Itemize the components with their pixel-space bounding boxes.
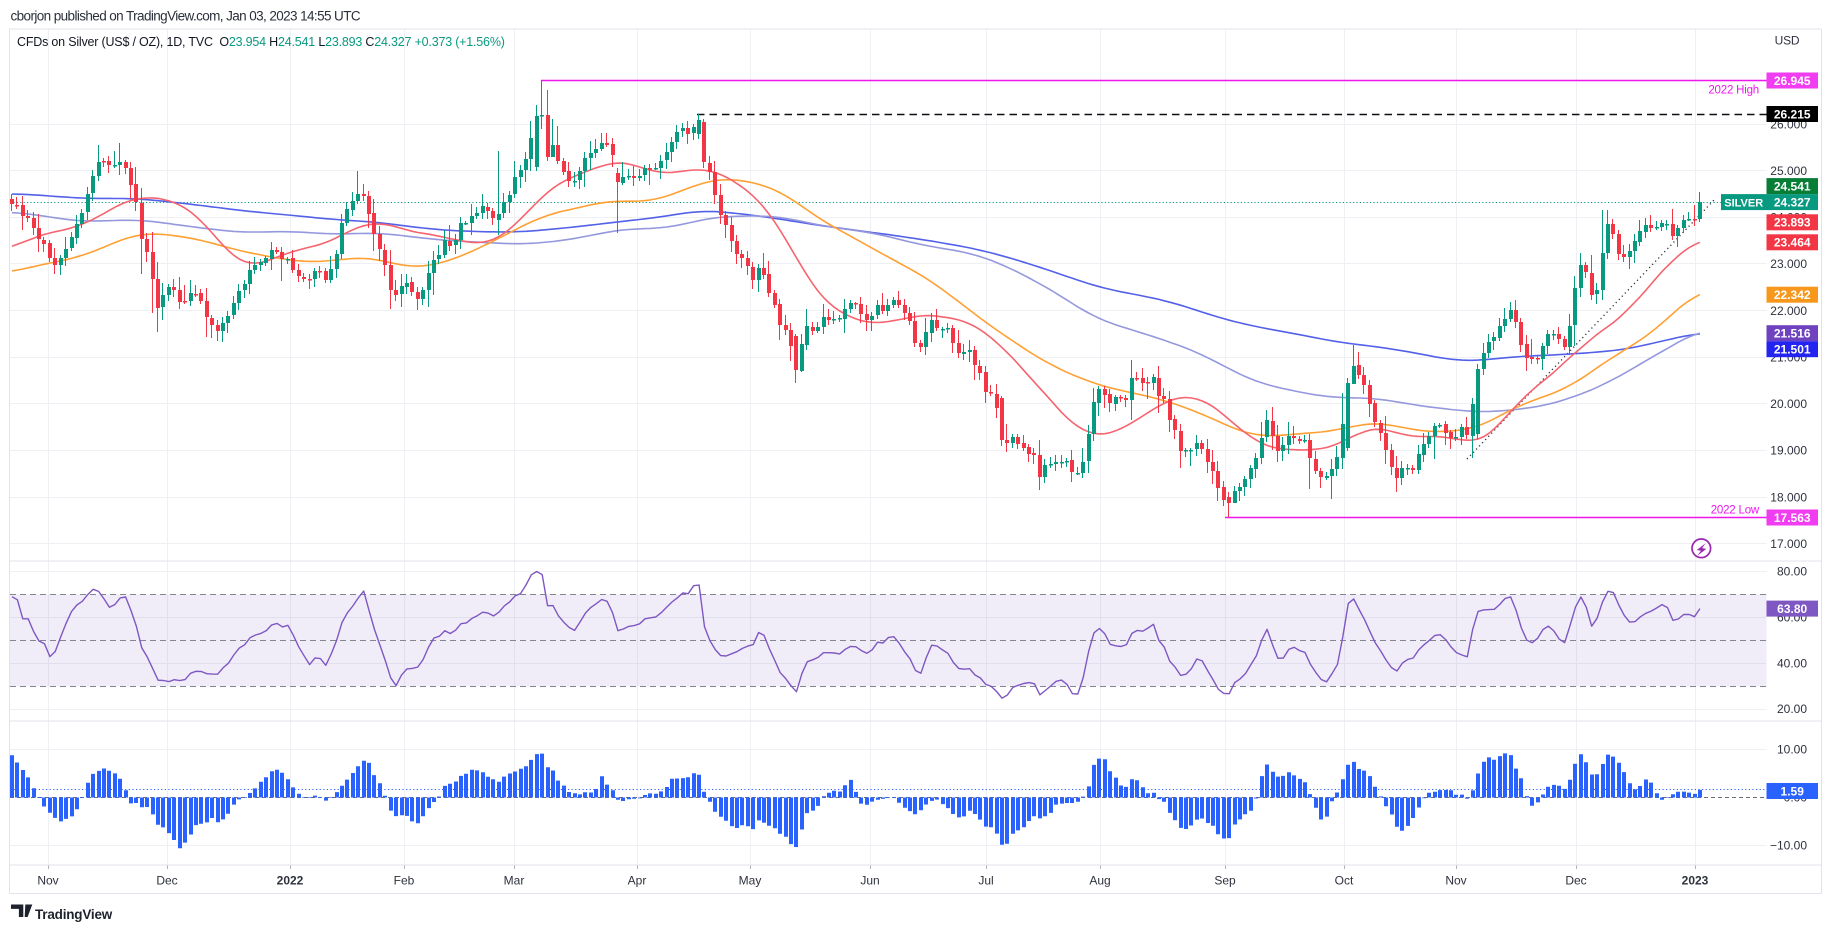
svg-text:10.00: 10.00	[1777, 743, 1807, 757]
svg-text:Apr: Apr	[628, 874, 647, 888]
svg-text:Jul: Jul	[978, 874, 993, 888]
svg-text:2022 High: 2022 High	[1708, 85, 1759, 97]
svg-text:26.215: 26.215	[1774, 107, 1811, 121]
svg-text:23.464: 23.464	[1774, 236, 1811, 250]
svg-text:2023: 2023	[1682, 874, 1709, 888]
svg-text:26.945: 26.945	[1774, 74, 1811, 88]
svg-text:Sep: Sep	[1214, 874, 1236, 888]
svg-text:21.501: 21.501	[1774, 343, 1811, 357]
svg-text:80.00: 80.00	[1777, 565, 1807, 579]
svg-text:17.000: 17.000	[1770, 537, 1807, 551]
svg-text:19.000: 19.000	[1770, 444, 1807, 458]
svg-text:TradingView: TradingView	[35, 907, 113, 922]
svg-text:23.000: 23.000	[1770, 257, 1807, 271]
svg-text:CFDs on Silver (US$ / OZ), 1D,: CFDs on Silver (US$ / OZ), 1D, TVC O23.9…	[17, 35, 505, 49]
svg-text:USD: USD	[1775, 34, 1800, 48]
svg-text:Dec: Dec	[156, 874, 177, 888]
svg-text:63.80: 63.80	[1777, 602, 1807, 616]
svg-text:2022 Low: 2022 Low	[1711, 505, 1760, 517]
svg-text:23.893: 23.893	[1774, 216, 1811, 230]
svg-text:Jun: Jun	[860, 874, 879, 888]
svg-text:40.00: 40.00	[1777, 656, 1807, 670]
svg-text:Nov: Nov	[1445, 874, 1466, 888]
svg-text:Oct: Oct	[1335, 874, 1354, 888]
svg-text:2022: 2022	[277, 874, 304, 888]
svg-text:SILVER: SILVER	[1724, 198, 1763, 210]
svg-text:21.516: 21.516	[1774, 327, 1811, 341]
svg-text:Mar: Mar	[504, 874, 525, 888]
svg-text:1.59: 1.59	[1781, 784, 1805, 798]
svg-text:24.541: 24.541	[1774, 179, 1811, 193]
svg-text:17.563: 17.563	[1774, 511, 1811, 525]
svg-text:Aug: Aug	[1089, 874, 1110, 888]
svg-text:May: May	[739, 874, 762, 888]
svg-text:−10.00: −10.00	[1770, 839, 1807, 853]
svg-text:Dec: Dec	[1565, 874, 1586, 888]
svg-text:20.00: 20.00	[1777, 702, 1807, 716]
svg-text:25.000: 25.000	[1770, 164, 1807, 178]
svg-text:Nov: Nov	[37, 874, 58, 888]
svg-text:Feb: Feb	[394, 874, 415, 888]
svg-text:cborjon published on TradingVi: cborjon published on TradingView.com, Ja…	[11, 9, 361, 24]
svg-text:20.000: 20.000	[1770, 397, 1807, 411]
svg-text:22.000: 22.000	[1770, 304, 1807, 318]
svg-text:24.327: 24.327	[1774, 195, 1811, 209]
svg-text:18.000: 18.000	[1770, 490, 1807, 504]
svg-text:22.342: 22.342	[1774, 288, 1811, 302]
